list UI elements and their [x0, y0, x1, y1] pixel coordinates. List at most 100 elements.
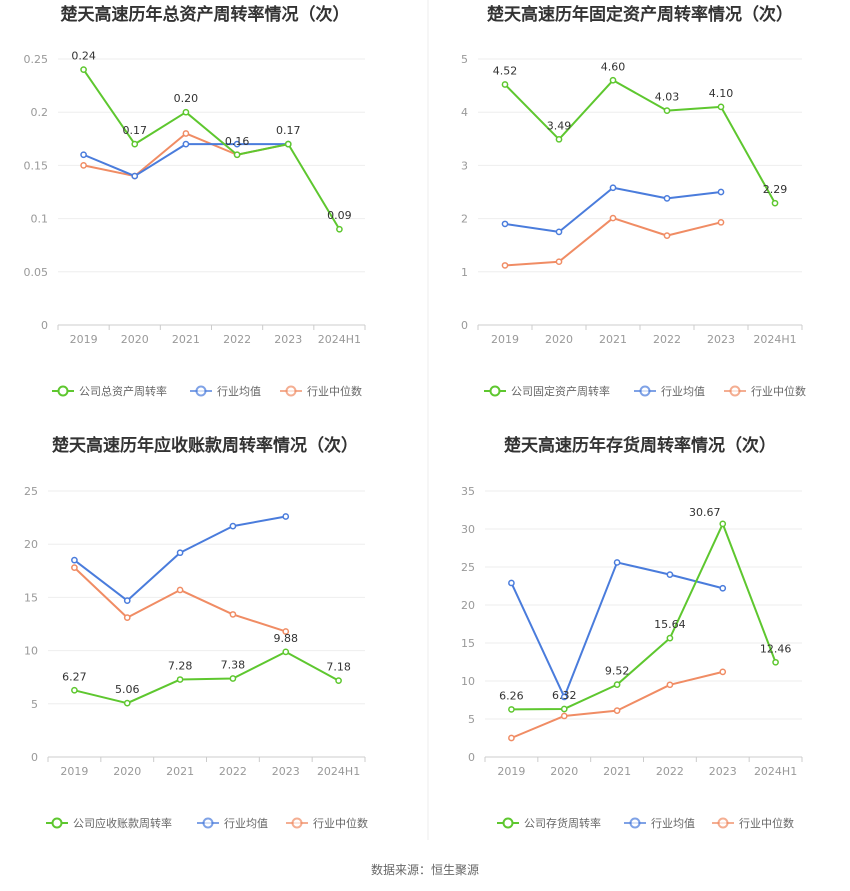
legend-item-company: 公司应收账款周转率 — [46, 816, 172, 830]
x-tick-label: 2022 — [656, 765, 684, 778]
data-label: 4.52 — [493, 65, 518, 78]
chart-title: 楚天高速历年固定资产周转率情况（次） — [487, 4, 793, 25]
y-tick-label: 0.2 — [31, 106, 49, 119]
legend-marker — [202, 817, 214, 829]
data-point-company — [508, 706, 515, 713]
data-point-avg — [717, 188, 725, 196]
x-tick-label: 2022 — [219, 765, 247, 778]
data-point-company — [233, 151, 241, 159]
data-label: 9.52 — [605, 665, 630, 678]
data-point-avg — [131, 172, 139, 180]
y-tick-label: 0.1 — [31, 213, 49, 226]
x-tick-label: 2024H1 — [318, 333, 361, 346]
data-point-company — [719, 520, 727, 528]
y-tick-label: 15 — [24, 591, 38, 604]
data-point-median — [80, 162, 87, 169]
legend-item-avg: 行业均值 — [624, 817, 695, 830]
y-tick-label: 0.15 — [24, 159, 49, 172]
series-line-company — [82, 69, 341, 230]
data-point-avg — [663, 195, 671, 202]
legend-item-avg: 行业均值 — [190, 385, 261, 398]
x-tick-label: 2021 — [599, 333, 627, 346]
data-label: 30.67 — [689, 506, 721, 519]
y-tick-label: 30 — [461, 523, 475, 536]
legend-label: 行业均值 — [217, 385, 261, 398]
x-tick-label: 2023 — [709, 765, 737, 778]
data-point-median — [123, 614, 131, 621]
series-line-avg — [504, 186, 722, 233]
data-point-company — [336, 225, 343, 233]
data-point-company — [555, 135, 563, 143]
y-tick-label: 4 — [461, 106, 468, 119]
legend-item-avg: 行业均值 — [634, 385, 705, 398]
data-point-avg — [229, 522, 237, 530]
series-line-median — [73, 566, 287, 633]
data-label: 0.17 — [276, 124, 301, 137]
data-point-company — [131, 140, 139, 148]
data-label: 7.18 — [326, 661, 351, 674]
legend-label: 行业中位数 — [307, 384, 362, 398]
legend-label: 公司总资产周转率 — [79, 384, 167, 398]
legend-item-avg: 行业均值 — [197, 817, 268, 830]
data-point-company — [71, 686, 78, 694]
legend-marker — [285, 385, 297, 397]
x-tick-label: 2020 — [113, 765, 141, 778]
x-tick-label: 2020 — [121, 333, 149, 346]
legend-marker — [717, 817, 729, 829]
x-tick-label: 2019 — [497, 765, 525, 778]
data-label: 4.10 — [709, 87, 734, 100]
legend-marker — [639, 385, 651, 397]
x-tick-label: 2023 — [707, 333, 735, 346]
data-point-company — [771, 199, 779, 207]
data-label: 3.49 — [547, 119, 572, 132]
y-tick-label: 35 — [461, 485, 475, 498]
x-tick-label: 2022 — [653, 333, 681, 346]
series-line-company — [74, 650, 340, 705]
y-tick-label: 0.05 — [24, 266, 49, 279]
data-point-company — [717, 103, 725, 111]
data-point-avg — [182, 140, 190, 148]
legend-label: 公司固定资产周转率 — [511, 384, 610, 398]
data-point-company — [560, 705, 568, 713]
x-tick-label: 2021 — [603, 765, 631, 778]
data-label: 0.24 — [71, 50, 96, 63]
legend-item-company: 公司存货周转率 — [497, 816, 601, 830]
data-point-median — [501, 262, 509, 269]
data-point-median — [555, 258, 563, 266]
x-tick-label: 2024H1 — [753, 333, 796, 346]
chart-panel-2: 楚天高速历年固定资产周转率情况（次） 0 1 2 3 4 5 2019 2020 2021 2022… — [461, 4, 806, 398]
data-point-avg — [80, 151, 87, 159]
data-label: 7.38 — [221, 658, 246, 671]
data-point-company — [335, 677, 342, 684]
y-tick-label: 15 — [461, 637, 475, 650]
chart-title: 楚天高速历年存货周转率情况（次） — [504, 435, 776, 456]
data-point-avg — [508, 579, 515, 587]
data-label: 0.09 — [327, 209, 352, 222]
data-point-company — [182, 108, 190, 116]
legend-marker — [629, 817, 641, 829]
data-point-avg — [613, 559, 621, 566]
y-tick-label: 0 — [461, 319, 468, 332]
data-point-company — [663, 107, 671, 114]
chart-panel-1: 楚天高速历年总资产周转率情况（次） 0 0.05 0.1 0.15 0.2 0.25 2019… — [24, 4, 366, 398]
data-point-company — [123, 699, 131, 707]
data-point-median — [717, 218, 725, 226]
legend-label: 行业均值 — [651, 817, 695, 830]
data-point-company — [229, 675, 237, 682]
data-label: 4.60 — [601, 60, 626, 73]
legend-label: 行业均值 — [661, 385, 705, 398]
data-point-median — [282, 628, 290, 635]
data-point-company — [501, 81, 509, 88]
y-tick-label: 25 — [24, 485, 38, 498]
x-tick-label: 2024H1 — [317, 765, 360, 778]
data-point-median — [560, 712, 568, 720]
data-point-company — [284, 140, 292, 148]
data-point-median — [609, 214, 617, 222]
y-tick-label: 5 — [461, 53, 468, 66]
y-tick-label: 0 — [31, 751, 38, 764]
data-point-avg — [666, 571, 674, 578]
x-tick-label: 2023 — [274, 333, 302, 346]
data-point-company — [80, 66, 87, 73]
legend-label: 行业中位数 — [739, 816, 794, 830]
legend-item-company: 公司总资产周转率 — [52, 384, 167, 398]
